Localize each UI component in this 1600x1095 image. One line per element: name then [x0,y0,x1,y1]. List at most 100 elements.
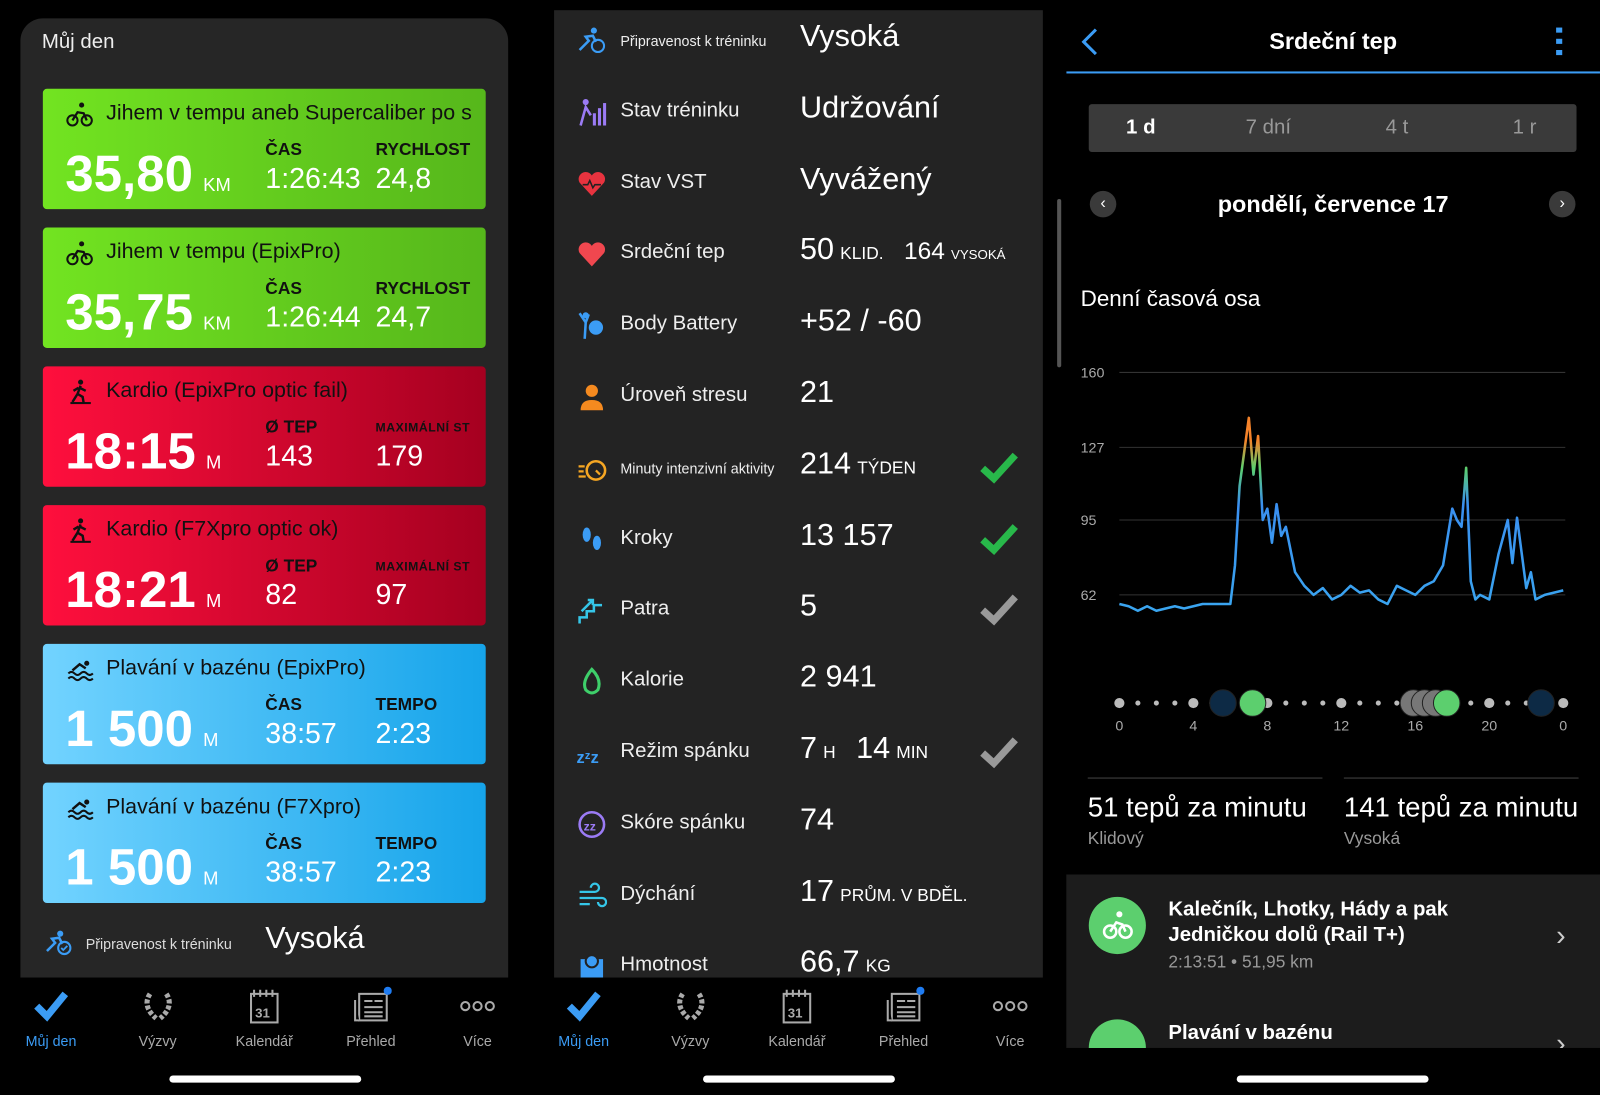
metric-row[interactable]: Body Battery +52 / -60 [554,290,1043,361]
tab-1d[interactable]: 1 d [1126,116,1156,139]
metric-value: 50 [799,233,835,267]
x-tick-label: 0 [1559,719,1567,735]
page-title: Můj den [41,30,115,54]
metric-row[interactable]: Připravenost k tréninku Vysoká [554,5,1043,76]
stat-label: MAXIMÁLNÍ ST [375,420,471,435]
tab-1y[interactable]: 1 r [1512,116,1537,139]
body-battery-icon [577,310,608,341]
nav-item-2[interactable]: 31 Kalendář [746,986,848,1049]
swim-icon [1088,1019,1146,1048]
metric-value-group: 66,7 KG [800,945,911,980]
metric-value-group: 2 941 [800,660,877,695]
metric-row[interactable]: Dýchání 17 PRŮM. V BDĚL. [554,860,1043,931]
svg-text:zz: zz [584,819,596,833]
training-status-icon [577,97,608,128]
alarm-icon[interactable] [1209,689,1237,717]
metric-row[interactable]: Minuty intenzivní aktivity 214 TÝDEN [554,432,1043,503]
metric-row[interactable]: Srdeční tep 50 KLID. 164 VYSOKÁ [554,219,1043,290]
my-day-panel: Můj den Jihem v tempu aneb Supercaliber … [0,0,531,1095]
svg-text:zᶻz: zᶻz [577,749,599,767]
metric-row[interactable]: Kalorie 2 941 [554,646,1043,717]
checkmark-icon [34,991,69,1022]
activity-card[interactable]: Plavání v bazénu (F7Xpro) 1 500 M ČAS 38:… [42,782,486,904]
divider [1343,777,1579,779]
stat-label: TEMPO [375,694,438,715]
sleep-icon[interactable] [1527,689,1555,717]
metric-label: Skóre spánku [620,811,746,834]
timeline-dot [1484,697,1495,709]
metric-value: 17 [799,874,835,908]
timeline-dot [1153,700,1159,706]
nav-item-0[interactable]: Můj den [533,986,635,1049]
stat-value: 24,8 [375,162,432,194]
metric-row[interactable]: Stav VST Vyvážený [554,148,1043,219]
nav-item-3[interactable]: Přehled [320,986,422,1049]
metric-row[interactable]: Stav tréninku Udržování [554,76,1043,147]
metric-row[interactable]: zᶻz Režim spánku 7 H 14 MIN [554,717,1043,788]
next-day-button[interactable]: › [1548,190,1576,218]
prev-day-button[interactable]: ‹ [1089,190,1117,218]
metric-unit-2: MIN [896,742,929,763]
bottom-nav-2: Můj den Výzvy 31 Kalendář Přehled Více [532,977,1064,1095]
home-indicator[interactable] [169,1075,362,1083]
checkmark-icon [566,991,601,1022]
timeline-dot [1468,700,1474,706]
section-title: Denní časová osa [1080,285,1261,312]
activity-title: Plavání v bazénu (F7Xpro) [106,794,362,819]
resting-hr-label: Klidový [1087,828,1144,848]
activity-card[interactable]: Jihem v tempu aneb Supercaliber po s 35,… [42,88,486,210]
intensity-minutes-icon [577,453,608,484]
metric-value: 66,7 [799,945,860,979]
metric-label: Dýchání [620,882,696,905]
more-vertical-icon [1556,27,1563,56]
more-menu-button[interactable] [1554,27,1564,58]
activity-card[interactable]: Plavání v bazénu (EpixPro) 1 500 M ČAS 38… [42,643,486,765]
x-tick-label: 20 [1481,719,1497,735]
activity-item[interactable]: Kalečník, Lhotky, Hády a pak Jedničkou d… [1066,874,1600,996]
activity-card[interactable]: Kardio (F7Xpro optic ok) 18:21 M Ø TEP 82… [42,505,486,626]
activity-card[interactable]: Kardio (EpixPro optic fail) 18:15 M Ø TEP… [42,366,486,487]
nav-item-1[interactable]: Výzvy [639,986,741,1049]
metric-value-group: 7 H 14 MIN [800,732,948,767]
nav-item-0[interactable]: Můj den [0,986,102,1049]
metric-row[interactable]: Úroveň stresu 21 [554,361,1043,432]
main-value: 35,75 [65,283,193,341]
metric-unit: H [823,742,836,763]
metric-label: Body Battery [620,312,738,335]
metric-row[interactable]: zz Skóre spánku 74 [554,789,1043,860]
activity-title: Kardio (F7Xpro optic ok) [106,517,339,541]
training-readiness-icon [577,26,608,57]
nav-item-2[interactable]: 31 Kalendář [213,986,315,1049]
scrollbar[interactable] [1057,198,1062,368]
metric-row[interactable]: Hmotnost 66,7 KG [554,931,1043,1002]
range-selector: 1 d 7 dní 4 t 1 r [1088,104,1577,153]
timeline-dot [1357,700,1363,706]
tab-7d[interactable]: 7 dní [1245,116,1292,139]
main-unit: M [206,590,222,612]
stat-value: 1:26:44 [265,301,361,333]
tab-4w[interactable]: 4 t [1385,116,1409,139]
home-indicator-3[interactable] [1236,1075,1429,1083]
timeline-dot [1336,697,1347,709]
nav-item-1[interactable]: Výzvy [107,986,209,1049]
nav-item-3[interactable]: Přehled [853,986,955,1049]
timeline-dot [1320,700,1326,706]
stat-label: ČAS [265,694,302,715]
calendar-icon: 31 [249,989,279,1024]
timeline-dot [1505,700,1511,706]
timeline-dot [1558,697,1569,709]
back-button[interactable] [1079,27,1101,58]
metric-row[interactable]: Patra 5 [554,575,1043,646]
metric-label: Stav VST [620,169,707,193]
nav-item-4[interactable]: Více [427,986,529,1049]
activity-card[interactable]: Jihem v tempu (EpixPro) 35,75 KM ČAS 1:26… [42,227,486,348]
bike-icon [65,240,94,267]
stat-label: ČAS [265,833,302,854]
bike-icon[interactable] [1238,689,1267,717]
nav-label: Kalendář [768,1032,826,1049]
nav-item-4[interactable]: Více [959,986,1061,1049]
activity-item[interactable]: Plavání v bazénu › [1066,1017,1600,1048]
swim-icon[interactable] [1432,689,1461,717]
home-indicator-2[interactable] [703,1075,895,1083]
metric-row[interactable]: Kroky 13 157 [554,504,1043,575]
